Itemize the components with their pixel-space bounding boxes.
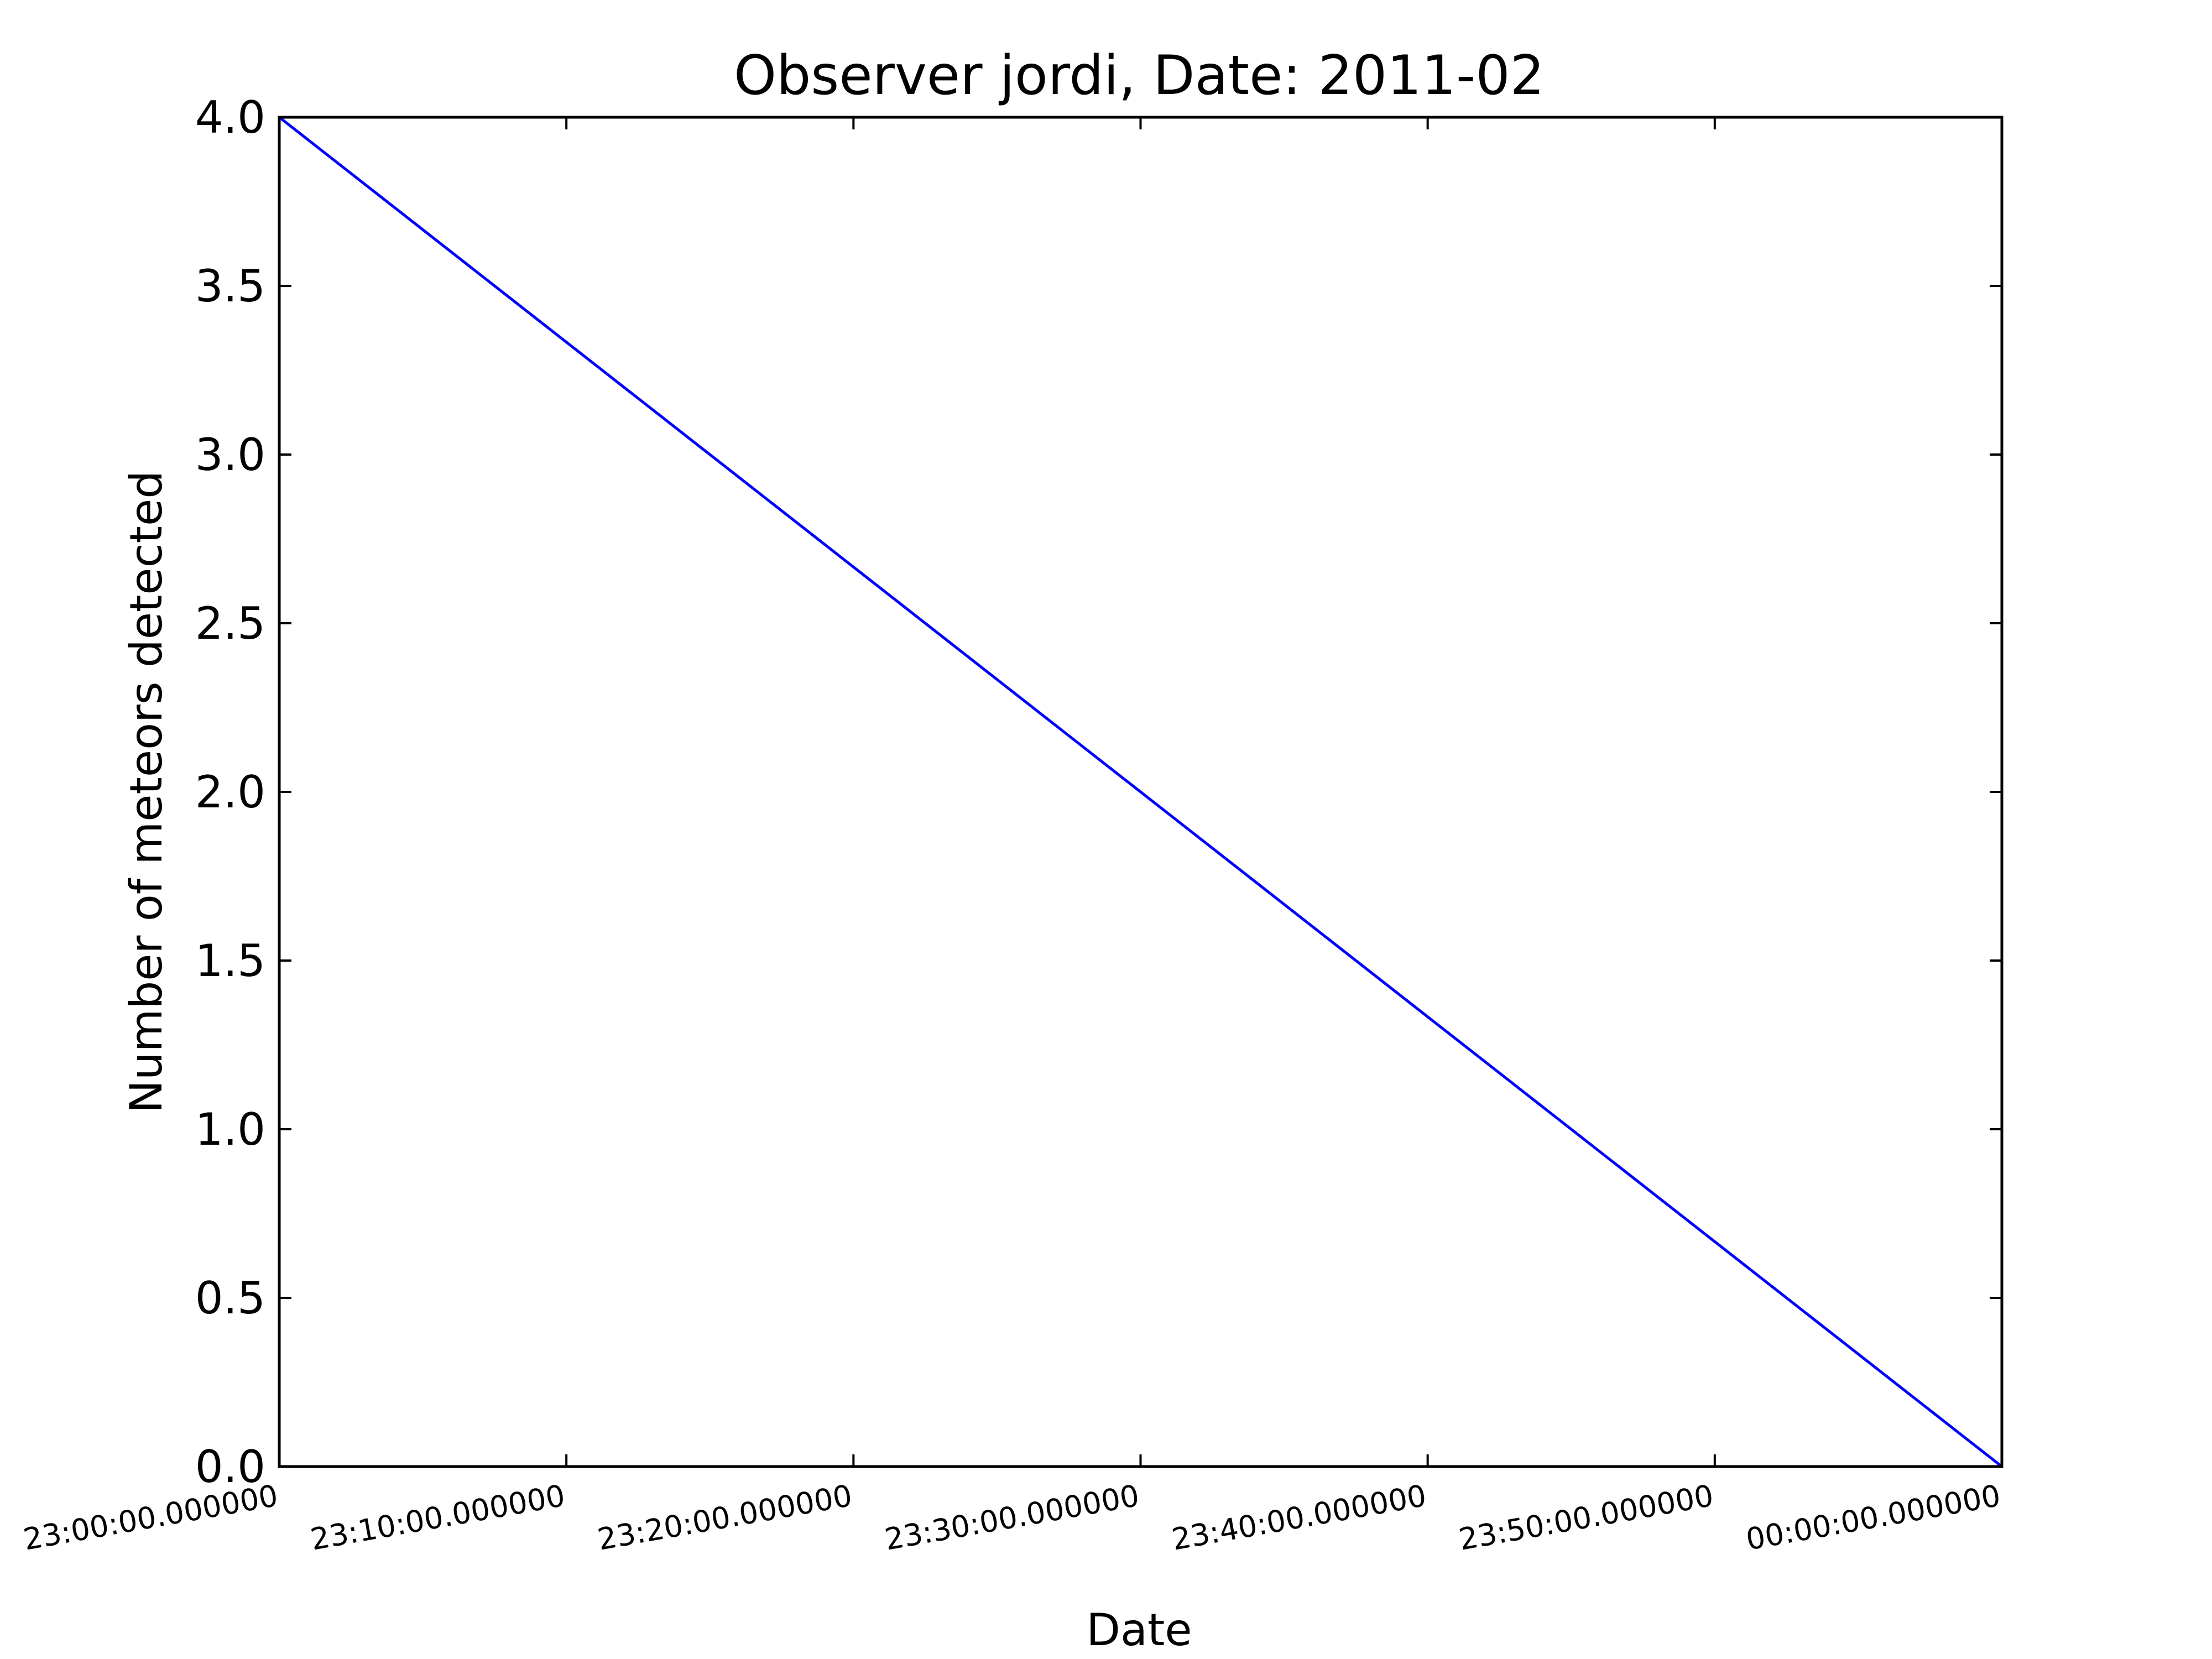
chart-title: Observer jordi, Date: 2011-02 [734,44,1545,107]
y-tick-label: 2.0 [195,766,265,818]
series-line-0 [278,116,2003,1468]
y-tick-label: 3.5 [195,260,265,312]
y-tick-label: 2.5 [195,598,265,649]
y-tick-label: 0.0 [195,1441,265,1493]
y-tick-label: 1.0 [195,1104,265,1155]
y-axis-label: Number of meteors detected [121,471,172,1113]
series-layer [278,116,2003,1468]
plot-area-frame [278,116,2004,1468]
y-tick-label: 0.5 [195,1272,265,1324]
y-tick-label: 4.0 [195,92,265,143]
y-axis-ticks: 0.0 0.5 1.0 1.5 2.0 2.5 3.0 3.5 4.0 [195,92,2002,1493]
y-tick-label: 1.5 [195,935,265,987]
y-tick-label: 3.0 [195,429,265,481]
x-axis-label: Date [1086,1604,1192,1656]
